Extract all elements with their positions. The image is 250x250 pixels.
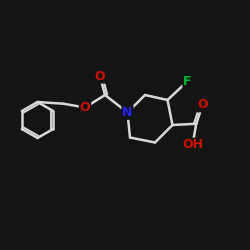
Text: F: F — [183, 75, 192, 88]
Text: O: O — [95, 70, 105, 83]
Text: O: O — [80, 101, 90, 114]
Text: N: N — [122, 106, 133, 119]
Text: O: O — [197, 98, 208, 112]
Text: OH: OH — [182, 138, 203, 151]
